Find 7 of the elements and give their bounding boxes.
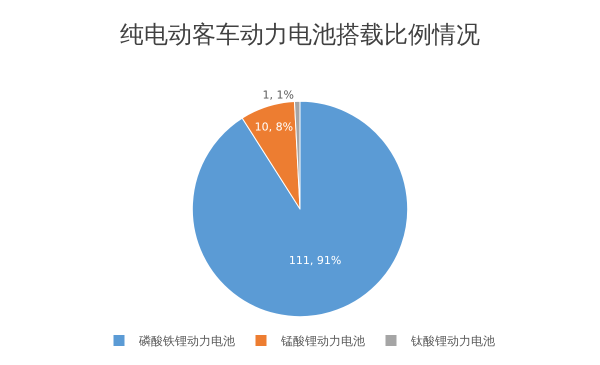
chart-title: 纯电动客车动力电池搭载比例情况 [120, 20, 480, 48]
legend-label: 钛酸锂动力电池 [410, 334, 495, 348]
legend-label: 锰酸锂动力电池 [280, 334, 365, 348]
data-label: 111, 91% [288, 254, 342, 268]
data-label: 10, 8% [254, 120, 294, 134]
legend-label: 磷酸铁锂动力电池 [138, 334, 235, 348]
data-label: 1, 1% [262, 88, 294, 102]
